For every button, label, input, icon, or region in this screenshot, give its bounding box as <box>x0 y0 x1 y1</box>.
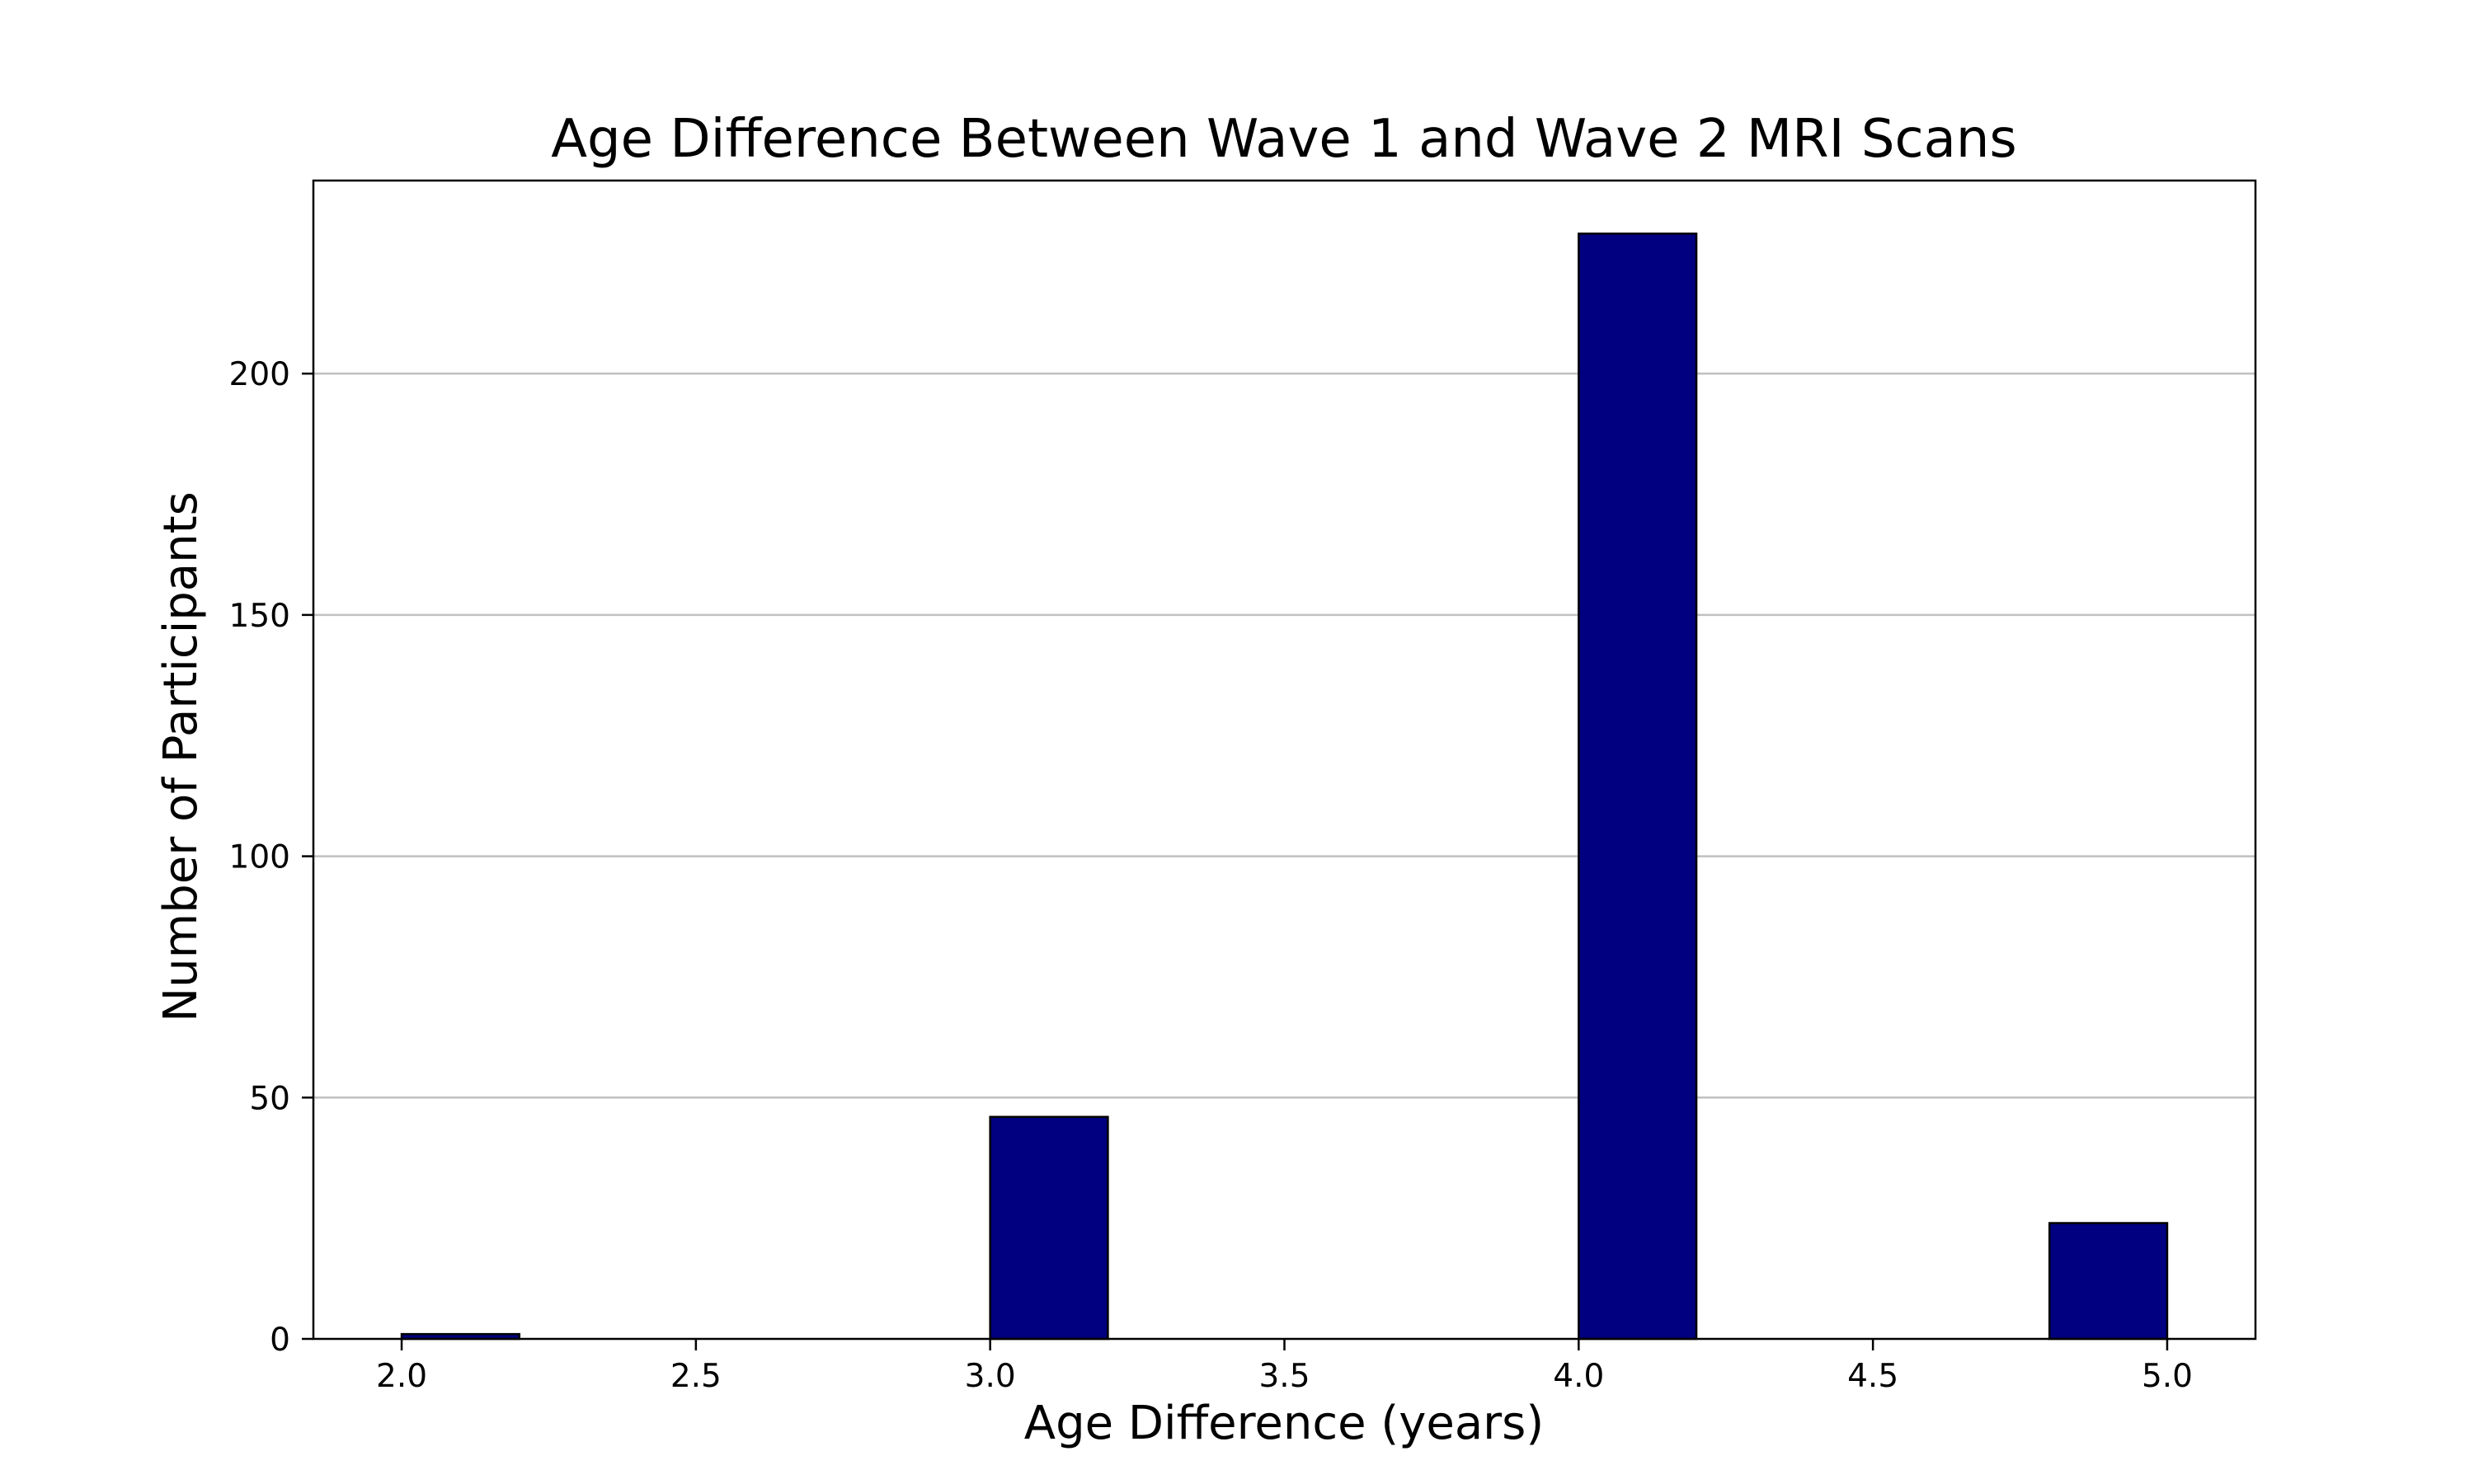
y-axis-label: Number of Participants <box>154 491 208 1021</box>
y-axis-ticks: 0 50 100 150 200 <box>229 356 313 1359</box>
bar <box>2048 1222 2169 1341</box>
chart-title: Age Difference Between Wave 1 and Wave 2… <box>551 109 2017 170</box>
x-axis-ticks: 2.0 2.5 3.0 3.5 4.0 4.5 5.0 <box>376 1339 2193 1395</box>
bar <box>989 1115 1109 1341</box>
x-tick-label: 2.0 <box>376 1358 427 1395</box>
bars <box>400 232 2169 1341</box>
x-tick-label: 4.0 <box>1553 1358 1604 1395</box>
y-tick-label: 50 <box>249 1080 290 1117</box>
bar <box>1578 232 1698 1341</box>
y-tick-label: 200 <box>229 356 290 393</box>
x-tick-label: 3.5 <box>1258 1358 1310 1395</box>
x-axis-label: Age Difference (years) <box>1024 1397 1544 1450</box>
y-tick-label: 150 <box>229 598 290 635</box>
grid-lines <box>313 372 2255 1099</box>
x-tick-label: 4.5 <box>1847 1358 1898 1395</box>
y-tick-label: 100 <box>229 839 290 876</box>
x-tick-label: 3.0 <box>965 1358 1016 1395</box>
y-tick-label: 0 <box>270 1322 290 1359</box>
x-tick-label: 2.5 <box>670 1358 722 1395</box>
x-tick-label: 5.0 <box>2142 1358 2193 1395</box>
